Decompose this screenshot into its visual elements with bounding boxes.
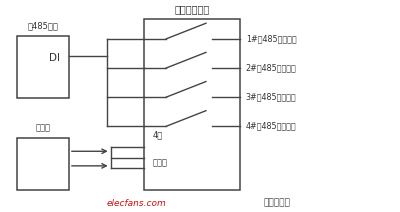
Bar [144, 19, 240, 190]
Text: 主485芯片: 主485芯片 [28, 21, 58, 31]
Bar [17, 36, 69, 98]
Text: 4路: 4路 [152, 131, 162, 140]
Text: 使能端: 使能端 [152, 159, 167, 167]
Text: 1#从485接收信号: 1#从485接收信号 [246, 34, 296, 43]
Text: 电子发烧友: 电子发烧友 [264, 199, 290, 208]
Text: 模拟开关芯片: 模拟开关芯片 [174, 4, 210, 14]
Text: 4#从485接收信号: 4#从485接收信号 [246, 122, 296, 131]
Text: 2#从485接收信号: 2#从485接收信号 [246, 63, 296, 73]
Text: DI: DI [49, 53, 60, 63]
Text: 3#从485接收信号: 3#从485接收信号 [246, 93, 296, 102]
Text: 单片机: 单片机 [36, 124, 50, 132]
Text: elecfans.com: elecfans.com [107, 199, 166, 208]
Bar [17, 138, 69, 190]
